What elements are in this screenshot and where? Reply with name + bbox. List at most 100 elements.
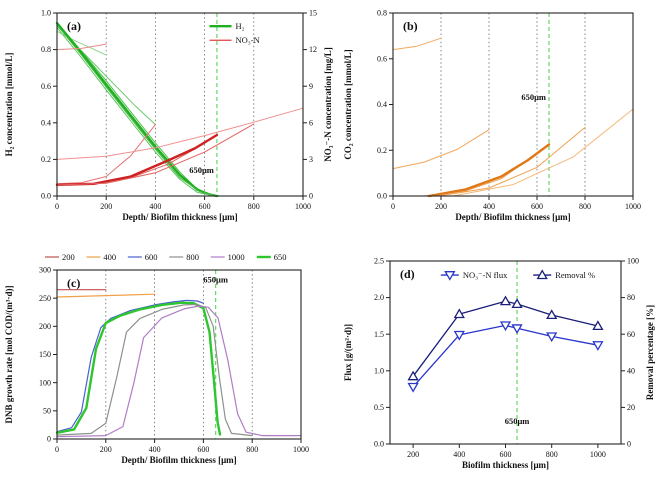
svg-text:80: 80	[627, 293, 635, 302]
triangle-down-marker	[546, 332, 558, 343]
svg-text:2.5: 2.5	[374, 257, 384, 266]
series-NO3-N-flux	[407, 321, 604, 393]
triangle-up-marker	[592, 320, 604, 331]
legend: H₂ NO₃-N	[209, 21, 260, 45]
series-H2-1000	[56, 27, 228, 197]
svg-text:1000: 1000	[228, 252, 245, 262]
svg-text:1000: 1000	[293, 445, 309, 454]
svg-text:600: 600	[145, 252, 158, 262]
series-NO3-400	[56, 124, 156, 185]
svg-text:60: 60	[627, 330, 635, 339]
svg-text:200: 200	[407, 450, 419, 459]
svg-text:NO₃⁻-N concentration [mg/L]: NO₃⁻-N concentration [mg/L]	[323, 47, 333, 161]
y-axis-left: 0 50 100 150 200 250 300 DNB growth rate [mol C…	[4, 266, 57, 444]
svg-text:DNB growth rate [mol COD/(m³·d: DNB growth rate [mol COD/(m³·d)]	[4, 285, 14, 423]
panel-a-chart: 650μm 0 200 400 600 800 1000 Depth/ Biofilm thi…	[4, 9, 333, 222]
svg-text:0.0: 0.0	[374, 440, 384, 449]
svg-text:650μm: 650μm	[521, 92, 546, 102]
svg-text:250: 250	[39, 294, 51, 303]
svg-text:650μm: 650μm	[189, 165, 214, 175]
series-CO2-650	[427, 143, 551, 198]
vline-650um: 650μm	[505, 261, 529, 444]
series-DNB-600	[56, 299, 204, 433]
series-CO2-1000	[452, 108, 634, 197]
svg-text:0: 0	[47, 435, 51, 444]
svg-text:200: 200	[100, 445, 112, 454]
x-axis: 0 200 400 600 800 1000 Depth/ Biofilm thicknes…	[55, 196, 311, 222]
svg-text:200: 200	[39, 322, 51, 331]
svg-text:1.0: 1.0	[374, 366, 384, 375]
svg-text:0: 0	[391, 202, 395, 211]
triangle-down-marker	[407, 382, 419, 393]
gridlines	[105, 270, 253, 439]
svg-text:800: 800	[546, 450, 558, 459]
series-CO2-800	[438, 126, 586, 197]
svg-text:NO₃-N: NO₃-N	[236, 35, 260, 45]
y-axis-right: 0 20 40 60 80 100 Removal percentage [%]	[621, 257, 655, 449]
svg-text:9: 9	[309, 82, 313, 91]
triangle-up-marker	[407, 370, 419, 381]
svg-text:0.4: 0.4	[41, 118, 51, 127]
svg-text:40: 40	[627, 366, 635, 375]
triangle-up-marker	[546, 309, 558, 320]
svg-text:Depth/ Biofilm thickness [μm]: Depth/ Biofilm thickness [μm]	[455, 212, 570, 222]
svg-text:Removal percentage [%]: Removal percentage [%]	[645, 305, 655, 400]
svg-text:1000: 1000	[625, 202, 641, 211]
series-H2-800	[56, 24, 230, 197]
series-CO2-400	[392, 129, 490, 170]
svg-text:0.6: 0.6	[41, 82, 51, 91]
svg-text:400: 400	[149, 202, 161, 211]
triangle-down-marker	[511, 324, 523, 335]
x-axis: 0 200 400 600 800 1000 Depth/ Biofilm thicknes…	[391, 196, 641, 222]
y-axis-left: 0.0 0.2 0.4 0.6 0.8 CO₂ concentration [mmol/L…	[343, 9, 393, 201]
y-axis-left: 0.0 0.2 0.4 0.6 0.8 1.0 H₂ concentration [mmol…	[4, 9, 57, 201]
svg-text:H₂: H₂	[236, 21, 245, 31]
svg-text:650μm: 650μm	[203, 275, 228, 285]
svg-text:50: 50	[43, 406, 51, 415]
svg-text:Depth/ Biofilm thickness [μm]: Depth/ Biofilm thickness [μm]	[122, 212, 237, 222]
legend: NO₃⁻-N flux Removal %	[440, 269, 595, 281]
svg-text:800: 800	[248, 202, 260, 211]
y-axis-right: 0 3 6 9 12 15 NO₃⁻-N concentration [mg/L]	[303, 9, 333, 201]
svg-text:0.5: 0.5	[374, 403, 384, 412]
x-axis: 0 200 400 600 800 1000 Depth/ Biofilm thicknes…	[55, 439, 309, 465]
svg-text:1.0: 1.0	[41, 9, 51, 18]
svg-text:0.0: 0.0	[41, 192, 51, 201]
series-H2-200	[56, 30, 107, 56]
svg-text:100: 100	[39, 378, 51, 387]
svg-text:600: 600	[197, 445, 209, 454]
triangle-down-marker	[444, 271, 456, 281]
svg-text:20: 20	[627, 403, 635, 412]
svg-text:0: 0	[627, 440, 631, 449]
svg-text:300: 300	[39, 266, 51, 275]
triangle-down-marker	[592, 341, 604, 351]
series-DNB-650	[55, 301, 222, 436]
svg-text:0.8: 0.8	[41, 45, 51, 54]
series-CO2-200	[392, 37, 442, 51]
svg-text:400: 400	[483, 202, 495, 211]
triangle-down-marker	[499, 321, 512, 332]
series-DNB-800	[56, 303, 253, 437]
svg-text:800: 800	[579, 202, 591, 211]
svg-text:Removal %: Removal %	[555, 270, 595, 280]
y-axis-left: 0.0 0.5 1.0 1.5 2.0 2.5 Flux [g/(m²·d)]	[343, 257, 390, 449]
svg-text:1.5: 1.5	[374, 330, 384, 339]
svg-text:15: 15	[309, 9, 317, 18]
series-NO3-200	[56, 43, 107, 51]
svg-text:200: 200	[62, 252, 75, 262]
series-DNB-400	[56, 293, 156, 298]
vline-650um: 650μm	[189, 13, 218, 196]
svg-text:(d): (d)	[400, 267, 415, 281]
svg-text:(c): (c)	[67, 276, 80, 290]
svg-text:(a): (a)	[67, 19, 81, 33]
svg-text:400: 400	[453, 450, 465, 459]
svg-text:0: 0	[55, 202, 59, 211]
series-removal-percent	[407, 295, 604, 381]
plot-frame	[56, 12, 304, 197]
svg-text:(b): (b)	[403, 19, 418, 33]
svg-text:Flux [g/(m²·d)]: Flux [g/(m²·d)]	[343, 324, 353, 381]
svg-text:Depth/ Biofilm thickness [μm]: Depth/ Biofilm thickness [μm]	[121, 455, 236, 465]
